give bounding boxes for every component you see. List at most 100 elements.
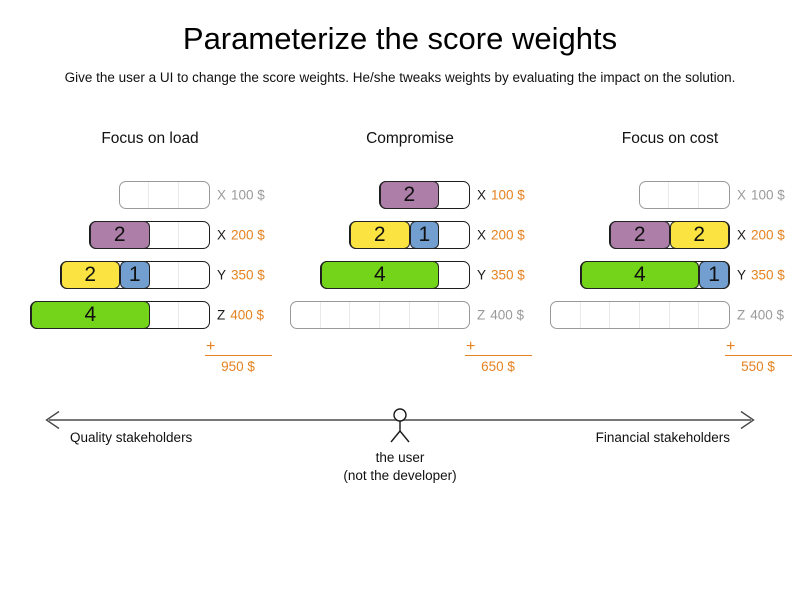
weight-block-chameleon: 4 xyxy=(31,300,150,329)
weight-row: Z 400 $ xyxy=(550,301,790,329)
track-cell xyxy=(380,302,410,328)
row-price: 100 $ xyxy=(491,187,525,203)
row-price: 350 $ xyxy=(491,267,525,283)
weight-row: 2 X 200 $ xyxy=(30,220,270,249)
left-arrowhead-icon xyxy=(45,410,60,430)
weight-block-butter: 2 xyxy=(350,220,410,249)
track-cell xyxy=(179,182,209,208)
row-dimension: Z xyxy=(217,307,226,323)
axis-label-not-developer: (not the developer) xyxy=(343,468,457,483)
sum-total: 650 $ xyxy=(481,359,515,374)
row-price: 100 $ xyxy=(231,187,265,203)
track-cell xyxy=(321,302,351,328)
weight-block-plum: 2 xyxy=(379,180,440,209)
weight-row: Z 400 $ xyxy=(290,301,530,329)
weight-row: 4 Z 400 $ xyxy=(30,300,270,329)
track-cell xyxy=(179,262,209,288)
sum-plus-sign: + xyxy=(465,339,532,356)
track-cell xyxy=(150,222,180,248)
weight-block-plum: 2 xyxy=(90,220,150,249)
row-dimension: X xyxy=(477,187,487,203)
row-label: X 100 $ xyxy=(477,188,525,203)
weight-value: 1 xyxy=(128,262,141,286)
weight-value: 2 xyxy=(113,222,126,246)
weight-slider-track: 4 xyxy=(319,260,470,289)
weight-block-sky: 1 xyxy=(409,220,440,249)
axis-label-financial: Financial stakeholders xyxy=(595,430,730,445)
row-price: 350 $ xyxy=(231,267,265,283)
row-dimension: X xyxy=(477,227,487,243)
stakeholder-axis xyxy=(45,408,755,443)
track-cell xyxy=(669,182,700,208)
weight-row: 2 2 X 200 $ xyxy=(550,220,790,249)
track-cell xyxy=(150,302,180,328)
weight-slider-track: 2 xyxy=(89,220,210,249)
track-cell xyxy=(551,302,581,328)
weight-row: X 100 $ xyxy=(550,181,790,209)
track-cell xyxy=(439,182,469,208)
weight-row: X 100 $ xyxy=(30,181,270,209)
weight-block-butter: 2 xyxy=(669,220,729,249)
scenario-title: Focus on load xyxy=(101,130,199,147)
row-label: Y 350 $ xyxy=(477,268,525,283)
row-dimension: Y xyxy=(217,267,227,283)
track-cell xyxy=(439,222,469,248)
row-price: 200 $ xyxy=(231,227,265,243)
row-label: X 200 $ xyxy=(737,228,785,243)
user-figure-icon xyxy=(390,408,410,443)
weight-block-plum: 2 xyxy=(610,220,670,249)
row-label: Z 400 $ xyxy=(477,308,524,323)
weight-row: 4 1 Y 350 $ xyxy=(550,260,790,289)
axis-label-quality: Quality stakeholders xyxy=(70,430,193,445)
row-dimension: X xyxy=(737,187,747,203)
track-cell xyxy=(439,262,469,288)
scenario-title: Focus on cost xyxy=(621,130,719,147)
track-cell xyxy=(149,182,180,208)
row-label: X 200 $ xyxy=(477,228,525,243)
weight-row: 2 1 Y 350 $ xyxy=(30,260,270,289)
track-cell xyxy=(699,302,729,328)
user-leg-left xyxy=(390,430,401,443)
row-label: Z 400 $ xyxy=(737,308,784,323)
row-price: 200 $ xyxy=(491,227,525,243)
right-arrowhead-icon xyxy=(740,410,755,430)
weight-row: 2 1 X 200 $ xyxy=(290,220,530,249)
track-cell xyxy=(179,302,209,328)
row-label: Y 350 $ xyxy=(217,268,265,283)
row-price: 200 $ xyxy=(751,227,785,243)
row-price: 400 $ xyxy=(750,307,785,323)
track-cell xyxy=(150,262,180,288)
weight-value: 2 xyxy=(693,222,706,246)
weight-value: 4 xyxy=(634,262,646,286)
row-dimension: X xyxy=(217,187,227,203)
scenario-column: Focus on load X 100 $2 X 200 $2 1 Y 350 $4 Z 400 … xyxy=(30,130,272,380)
scenario-title: Compromise xyxy=(366,130,454,147)
track-cell xyxy=(610,302,640,328)
weight-value: 2 xyxy=(373,222,386,246)
track-cell xyxy=(670,302,700,328)
row-price: 350 $ xyxy=(751,267,785,283)
row-price: 400 $ xyxy=(230,307,265,323)
weight-block-butter: 2 xyxy=(60,260,120,289)
weight-value: 4 xyxy=(84,302,97,326)
track-cell xyxy=(410,302,440,328)
row-dimension: Y xyxy=(477,267,487,283)
row-label: X 100 $ xyxy=(737,188,785,203)
track-cell xyxy=(120,182,150,208)
row-price: 100 $ xyxy=(751,187,785,203)
user-head xyxy=(393,408,407,422)
weight-block-sky: 1 xyxy=(119,260,150,289)
axis-label-user: the user xyxy=(375,450,425,465)
row-label: X 200 $ xyxy=(217,228,265,243)
weight-block-chameleon: 4 xyxy=(580,260,700,289)
weight-value: 4 xyxy=(374,262,386,286)
row-dimension: Z xyxy=(477,307,486,323)
row-dimension: Z xyxy=(737,307,746,323)
track-cell xyxy=(179,222,209,248)
sum-total: 550 $ xyxy=(741,359,775,374)
weight-value: 1 xyxy=(418,222,431,246)
weight-slider-track xyxy=(290,301,470,329)
